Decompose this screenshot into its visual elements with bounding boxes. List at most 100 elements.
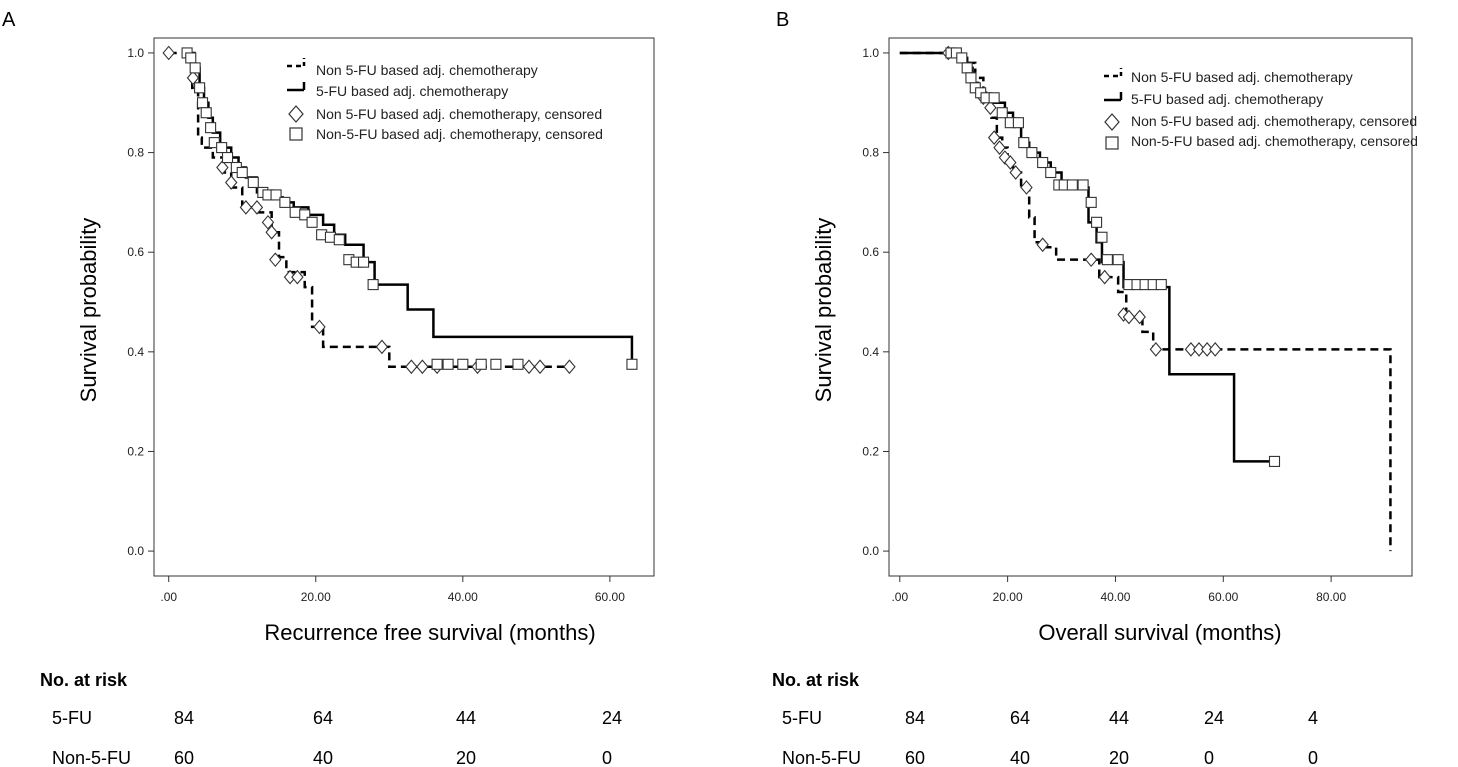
risk-table-title-b: No. at risk: [772, 670, 860, 690]
censor-marker-square: [457, 358, 469, 370]
censor-marker-square: [236, 166, 248, 179]
censor-marker-square: [185, 52, 197, 64]
panel-b: B 0.0 0.2 0.4 0.6 0.8 1.0 .00 20.00 40.00 60.00 8…: [772, 9, 1418, 767]
risk-cell-a-0-3: 24: [602, 708, 622, 728]
censor-marker-square: [367, 279, 379, 291]
legend-label-b-3: Non-5-FU based adj. chemotherapy, censor…: [1131, 133, 1418, 149]
risk-table-b: No. at risk 5-FU Non-5-FU 84 64 44 24 4 …: [772, 670, 1318, 767]
y-tick-label: 0.0: [127, 544, 144, 558]
censor-marker-square: [1101, 254, 1113, 266]
x-axis-b: .00 20.00 40.00 60.00 80.00: [891, 576, 1346, 604]
censor-marker-diamond: [186, 70, 200, 86]
censor-marker-diamond: [1098, 269, 1111, 285]
risk-row-label-b-0: 5-FU: [782, 708, 822, 728]
censor-marker-square: [216, 142, 228, 154]
censor-marker-square: [1037, 156, 1049, 169]
y-axis-a: 0.0 0.2 0.4 0.6 0.8 1.0: [127, 46, 154, 558]
censor-marker-diamond: [1208, 341, 1222, 357]
censor-marker-diamond: [261, 214, 275, 230]
risk-cell-b-1-1: 40: [1010, 748, 1030, 767]
censor-marker-square: [1018, 137, 1030, 149]
x-tick-label: 60.00: [1208, 590, 1238, 604]
risk-cell-b-1-4: 0: [1308, 748, 1318, 767]
censor-marker-diamond: [984, 100, 997, 116]
y-tick-label: 1.0: [862, 46, 879, 60]
censor-marker-diamond: [1184, 341, 1198, 357]
risk-cell-a-1-3: 0: [602, 748, 612, 767]
censor-marker-square: [205, 122, 217, 134]
censor-marker-square: [475, 358, 487, 370]
censor-marker-square: [512, 358, 524, 370]
y-tick-label: 0.4: [127, 345, 144, 359]
censor-marker-square: [1077, 179, 1089, 191]
square-legend-icon-b: [1105, 136, 1119, 150]
x-axis-title-a: Recurrence free survival (months): [264, 620, 595, 645]
censor-marker-square: [1085, 196, 1097, 208]
y-tick-label: 0.2: [127, 444, 144, 458]
legend-label-b-0: Non 5-FU based adj. chemotherapy: [1131, 69, 1353, 85]
censor-marker-square: [988, 92, 1000, 104]
censor-marker-square: [247, 176, 259, 189]
y-tick-label: 0.2: [862, 444, 879, 458]
censor-marker-diamond: [1084, 252, 1098, 268]
censor-marker-square: [1012, 117, 1024, 129]
censor-marker-diamond: [216, 160, 229, 175]
y-axis-b: 0.0 0.2 0.4 0.6 0.8 1.0: [862, 46, 889, 558]
censor-marker-diamond: [1192, 341, 1206, 357]
censor-marker-diamond: [313, 319, 326, 335]
plot-frame-a: [153, 37, 655, 577]
x-tick-label: 40.00: [1100, 590, 1130, 604]
panel-letter-a: A: [2, 9, 16, 31]
risk-row-label-a-1: Non-5-FU: [52, 748, 131, 767]
y-tick-label: 1.0: [127, 46, 144, 60]
censor-marker-square: [490, 358, 502, 370]
censor-marker-diamond: [375, 339, 389, 355]
risk-cell-b-1-0: 60: [905, 748, 925, 767]
censor-marker-square: [1096, 231, 1108, 243]
censor-marker-square: [279, 196, 291, 208]
square-legend-icon-a: [289, 127, 303, 141]
censor-marker-square: [333, 234, 345, 246]
diamond-legend-icon-a: [288, 105, 304, 123]
censor-marker-diamond: [1200, 341, 1214, 357]
legend-label-b-2: Non 5-FU based adj. chemotherapy, censor…: [1131, 113, 1417, 129]
censor-marker-square: [196, 97, 209, 109]
censor-marker-square: [1155, 279, 1167, 291]
survival-curves-a: [168, 51, 634, 369]
x-tick-label: 40.00: [448, 590, 478, 604]
x-tick-label: 20.00: [993, 590, 1023, 604]
censor-marker-diamond: [265, 224, 278, 240]
risk-cell-a-0-0: 84: [174, 708, 194, 728]
risk-table-a: No. at risk 5-FU Non-5-FU 84 64 44 24 60…: [40, 670, 622, 767]
censor-marker-square: [626, 358, 638, 370]
censor-marker-diamond: [1020, 180, 1033, 195]
censor-marker-diamond: [291, 269, 304, 285]
y-tick-label: 0.8: [127, 146, 144, 160]
legend-b: Non 5-FU based adj. chemotherapy 5-FU ba…: [1104, 68, 1418, 150]
censor-markers-a: [162, 45, 638, 375]
plot-frame-b: [888, 37, 1413, 577]
censor-marker-diamond: [1133, 309, 1146, 325]
risk-table-title-a: No. at risk: [40, 670, 128, 690]
censor-marker-square: [1026, 147, 1038, 159]
risk-cell-b-1-3: 0: [1204, 748, 1214, 767]
y-tick-label: 0.6: [862, 245, 879, 259]
km-curve-non-5fu: [168, 51, 574, 369]
x-tick-label: 20.00: [301, 590, 331, 604]
censor-marker-diamond: [1004, 155, 1017, 170]
censor-marker-square: [194, 82, 206, 94]
censor-marker-square: [289, 206, 301, 218]
legend-label-a-3: Non-5-FU based adj. chemotherapy, censor…: [316, 126, 603, 142]
censor-marker-square: [270, 189, 282, 201]
risk-cell-b-0-2: 44: [1109, 708, 1129, 728]
censor-marker-square: [299, 209, 311, 221]
x-tick-label: 60.00: [595, 590, 625, 604]
risk-row-label-a-0: 5-FU: [52, 708, 92, 728]
censor-marker-square: [956, 52, 968, 64]
censor-marker-diamond: [1149, 341, 1163, 357]
x-tick-label: .00: [160, 590, 177, 604]
censor-marker-square: [200, 107, 212, 119]
risk-cell-b-1-2: 20: [1109, 748, 1129, 767]
censor-marker-diamond: [563, 359, 576, 375]
legend-label-b-1: 5-FU based adj. chemotherapy: [1131, 91, 1323, 107]
